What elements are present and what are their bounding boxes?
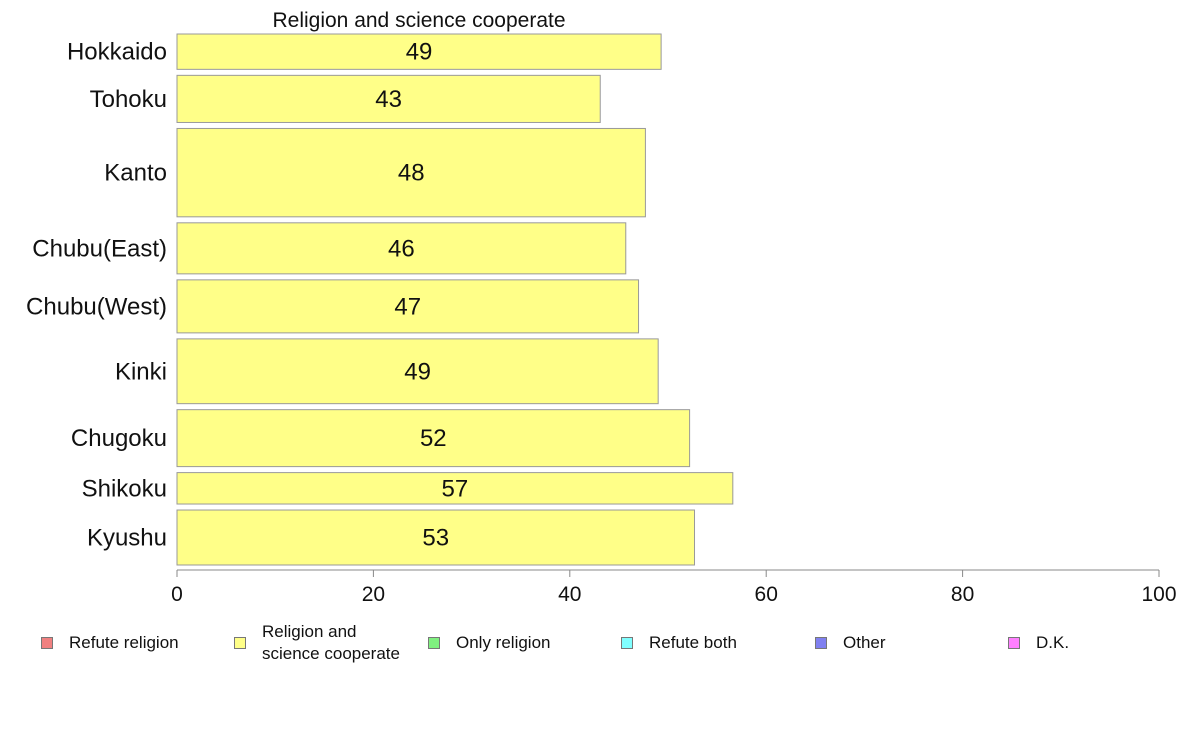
category-label: Hokkaido: [67, 39, 167, 66]
bar-chubu-west: [176, 279, 640, 334]
x-tick-label: 100: [1141, 583, 1176, 606]
bar-value-label: 53: [422, 525, 449, 552]
bar-value-label: 49: [404, 358, 431, 385]
bar-kyushu: [176, 509, 696, 566]
bar-shikoku: [176, 472, 734, 505]
category-label: Chubu(West): [26, 293, 167, 320]
legend-label: Refute religion: [69, 633, 179, 652]
legend-item-religion-and-science-cooperate: Religion and science cooperate: [234, 618, 400, 668]
category-label: Kanto: [104, 160, 167, 187]
chart-title: Religion and science cooperate: [272, 9, 565, 32]
x-tick-label: 40: [558, 583, 581, 606]
legend-item-other: Other: [815, 618, 886, 668]
category-label: Kyushu: [87, 525, 167, 552]
bar-value-label: 57: [442, 475, 469, 502]
category-labels: Hokkaido Tohoku Kanto Chubu(East) Chubu(West…: [26, 39, 167, 552]
legend-swatch: [1008, 637, 1020, 649]
x-tick-label: 60: [755, 583, 778, 606]
bar-value-label: 47: [394, 293, 421, 320]
category-label: Chugoku: [71, 425, 167, 452]
bar-kanto: [176, 127, 646, 218]
legend-label: Religion and science cooperate: [262, 622, 400, 663]
bar-value-label: 43: [375, 86, 402, 113]
bar-value-label: 49: [406, 39, 433, 66]
legend-label: D.K.: [1036, 633, 1070, 652]
legend-item-refute-both: Refute both: [621, 618, 737, 668]
legend: Refute religion Religion and science coo…: [0, 618, 1188, 668]
category-label: Tohoku: [90, 86, 167, 113]
bar-tohoku: [176, 74, 601, 123]
legend-item-only-religion: Only religion: [428, 618, 551, 668]
legend-swatch: [815, 637, 827, 649]
x-tick-label: 80: [951, 583, 974, 606]
category-label: Shikoku: [82, 475, 167, 502]
bar-value-label: 52: [420, 425, 447, 452]
x-tick-label: 0: [171, 583, 183, 606]
bar-hokkaido: [176, 33, 662, 70]
bar-chugoku: [176, 409, 691, 468]
legend-swatch: [621, 637, 633, 649]
legend-label: Refute both: [649, 633, 737, 652]
category-label: Kinki: [115, 358, 167, 385]
legend-label: Only religion: [456, 633, 551, 652]
legend-swatch: [234, 637, 246, 649]
x-tick-label: 20: [362, 583, 385, 606]
legend-swatch: [41, 637, 53, 649]
bar-kinki: [176, 338, 659, 405]
bar-value-label: 48: [398, 160, 425, 187]
legend-swatch: [428, 637, 440, 649]
bar-value-label: 46: [388, 235, 415, 262]
bar-chubu-east: [176, 222, 627, 275]
x-axis: 0 20 40 60 80 100: [171, 569, 1177, 606]
legend-item-refute-religion: Refute religion: [41, 618, 179, 668]
category-label: Chubu(East): [32, 235, 167, 262]
legend-item-dk: D.K.: [1008, 618, 1069, 668]
legend-label: Other: [843, 633, 886, 652]
